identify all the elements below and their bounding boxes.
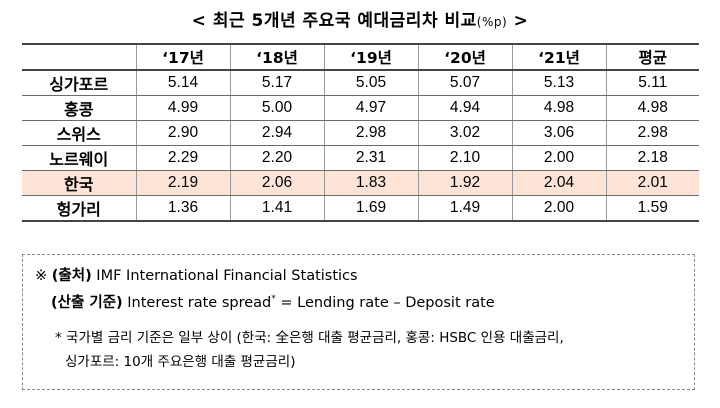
country-cell: 노르웨이 bbox=[22, 145, 136, 171]
calc-superscript: * bbox=[271, 294, 276, 305]
value-cell: 4.97 bbox=[323, 95, 418, 121]
title-close: > bbox=[507, 11, 529, 31]
table-row: 노르웨이 2.29 2.20 2.31 2.10 2.00 2.18 bbox=[22, 145, 699, 171]
value-cell: 2.00 bbox=[511, 195, 606, 222]
header-2020: ‘20년 bbox=[417, 43, 512, 71]
header-average: 평균 bbox=[605, 43, 699, 71]
value-cell: 2.31 bbox=[323, 145, 418, 171]
table-row-korea: 한국 2.19 2.06 1.83 1.92 2.04 2.01 bbox=[22, 170, 699, 196]
source-label: (출처) bbox=[51, 268, 92, 284]
value-cell: 1.69 bbox=[323, 195, 418, 222]
value-cell: 3.06 bbox=[511, 120, 606, 146]
value-cell: 1.92 bbox=[417, 170, 512, 196]
header-2018: ‘18년 bbox=[229, 43, 324, 71]
reference-mark: ※ bbox=[35, 268, 52, 284]
value-cell: 5.07 bbox=[417, 69, 512, 96]
value-cell: 2.98 bbox=[323, 120, 418, 146]
calculation-note: (산출 기준) Interest rate spread* = Lending … bbox=[51, 291, 495, 312]
calc-label: (산출 기준) bbox=[51, 295, 123, 311]
country-cell: 헝가리 bbox=[22, 195, 136, 222]
value-cell: 5.11 bbox=[605, 69, 699, 96]
value-cell: 5.17 bbox=[229, 69, 324, 96]
value-cell: 2.01 bbox=[605, 170, 699, 196]
value-cell: 4.98 bbox=[605, 95, 699, 121]
value-cell: 2.04 bbox=[511, 170, 606, 196]
value-cell: 1.59 bbox=[605, 195, 699, 222]
table-header-row: ‘17년 ‘18년 ‘19년 ‘20년 ‘21년 평균 bbox=[22, 43, 699, 71]
value-cell: 2.19 bbox=[135, 170, 230, 196]
notes-box: ※ (출처) IMF International Financial Stati… bbox=[22, 254, 695, 390]
country-cell: 싱가포르 bbox=[22, 69, 136, 96]
title-unit: (%p) bbox=[476, 15, 508, 29]
value-cell: 2.18 bbox=[605, 145, 699, 171]
value-cell: 4.98 bbox=[511, 95, 606, 121]
country-cell: 스위스 bbox=[22, 120, 136, 146]
value-cell: 2.29 bbox=[135, 145, 230, 171]
value-cell: 2.90 bbox=[135, 120, 230, 146]
source-note: ※ (출처) IMF International Financial Stati… bbox=[35, 264, 358, 285]
value-cell: 2.94 bbox=[229, 120, 324, 146]
footnote-line-2: 싱가포르: 10개 주요은행 대출 평균금리) bbox=[65, 354, 296, 370]
table-row: 홍콩 4.99 5.00 4.97 4.94 4.98 4.98 bbox=[22, 95, 699, 121]
table-row: 스위스 2.90 2.94 2.98 3.02 3.06 2.98 bbox=[22, 120, 699, 146]
header-corner bbox=[22, 43, 136, 71]
value-cell: 5.13 bbox=[511, 69, 606, 96]
value-cell: 2.98 bbox=[605, 120, 699, 146]
value-cell: 2.10 bbox=[417, 145, 512, 171]
value-cell: 4.94 bbox=[417, 95, 512, 121]
page-title: < 최근 5개년 주요국 예대금리차 비교(%p) > bbox=[0, 6, 720, 31]
header-2019: ‘19년 bbox=[323, 43, 418, 71]
table-row: 싱가포르 5.14 5.17 5.05 5.07 5.13 5.11 bbox=[22, 69, 699, 96]
country-cell: 홍콩 bbox=[22, 95, 136, 121]
value-cell: 5.05 bbox=[323, 69, 418, 96]
value-cell: 5.00 bbox=[229, 95, 324, 121]
value-cell: 5.14 bbox=[135, 69, 230, 96]
value-cell: 2.00 bbox=[511, 145, 606, 171]
title-text: < 최근 5개년 주요국 예대금리차 비교 bbox=[191, 11, 477, 31]
header-2021: ‘21년 bbox=[511, 43, 606, 71]
value-cell: 1.41 bbox=[229, 195, 324, 222]
table-row: 헝가리 1.36 1.41 1.69 1.49 2.00 1.59 bbox=[22, 195, 699, 222]
value-cell: 1.49 bbox=[417, 195, 512, 222]
header-2017: ‘17년 bbox=[135, 43, 230, 71]
calc-text-a: Interest rate spread bbox=[122, 295, 272, 311]
value-cell: 1.36 bbox=[135, 195, 230, 222]
value-cell: 2.20 bbox=[229, 145, 324, 171]
country-cell: 한국 bbox=[22, 170, 136, 196]
source-text: IMF International Financial Statistics bbox=[91, 268, 358, 284]
value-cell: 3.02 bbox=[417, 120, 512, 146]
value-cell: 2.06 bbox=[229, 170, 324, 196]
value-cell: 1.83 bbox=[323, 170, 418, 196]
calc-text-b: = Lending rate – Deposit rate bbox=[275, 295, 495, 311]
footnote-line-1: * 국가별 금리 기준은 일부 상이 (한국: 全은행 대출 평균금리, 홍콩:… bbox=[55, 330, 564, 346]
rate-spread-table: ‘17년 ‘18년 ‘19년 ‘20년 ‘21년 평균 싱가포르 5.14 5.… bbox=[22, 43, 699, 222]
value-cell: 4.99 bbox=[135, 95, 230, 121]
